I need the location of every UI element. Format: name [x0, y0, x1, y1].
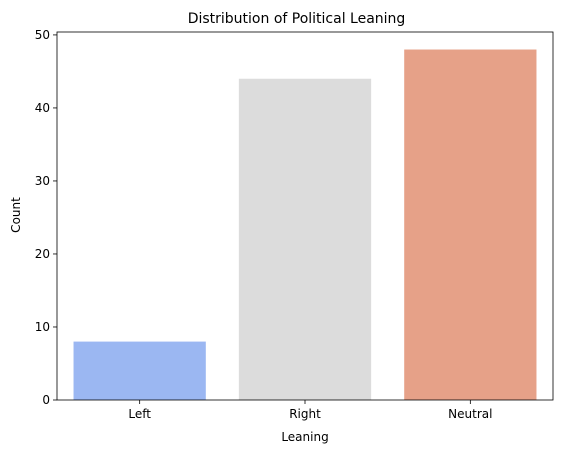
x-axis-label: Leaning	[281, 430, 328, 444]
chart-title: Distribution of Political Leaning	[188, 11, 406, 27]
bar-neutral	[404, 49, 537, 401]
y-tick-label: 50	[35, 28, 50, 42]
bar-left	[73, 341, 206, 400]
y-axis-label: Count	[9, 197, 23, 233]
bars-group	[73, 49, 537, 401]
plot-border	[56, 31, 554, 401]
y-axis-ticks: 0 10 20 30 40 50	[35, 28, 57, 407]
y-tick-label: 30	[35, 174, 50, 188]
x-axis-ticks: Left Right Neutral	[128, 400, 492, 421]
y-tick-label: 20	[35, 247, 50, 261]
x-tick-label: Left	[128, 407, 151, 421]
y-tick-label: 0	[42, 393, 50, 407]
x-tick-label: Neutral	[448, 407, 492, 421]
y-tick-label: 40	[35, 101, 50, 115]
bar-right	[238, 78, 372, 400]
plot-frame	[56, 31, 554, 401]
y-tick-label: 10	[35, 320, 50, 334]
x-tick-label: Right	[289, 407, 321, 421]
